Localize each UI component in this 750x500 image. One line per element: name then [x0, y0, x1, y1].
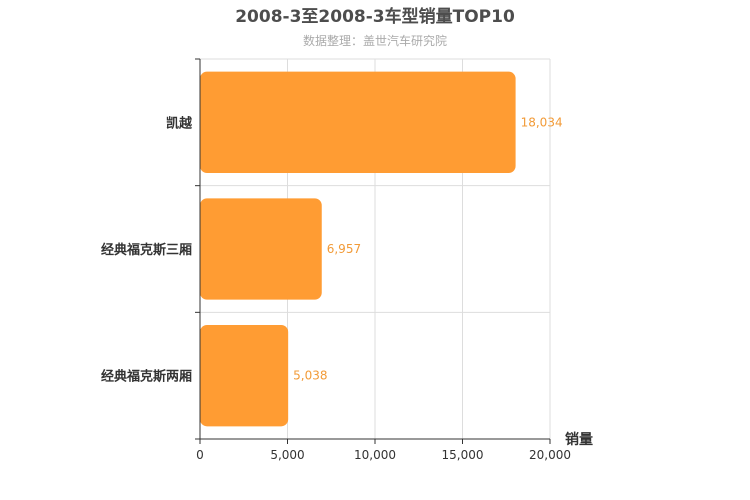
- x-axis-name: 销量: [565, 431, 593, 448]
- data-label: 18,034: [521, 115, 563, 129]
- data-label: 5,038: [293, 369, 327, 383]
- data-label: 6,957: [327, 242, 361, 256]
- category-label: 经典福克斯两厢: [101, 369, 192, 385]
- bar: [200, 325, 289, 427]
- x-tick-label: 5,000: [270, 448, 304, 462]
- axes: 0 5,000 10,000 15,000 20,000: [195, 58, 571, 462]
- bars: [200, 71, 516, 427]
- chart-title: 2008-3至2008-3车型销量TOP10: [235, 6, 515, 27]
- category-label: 经典福克斯三厢: [101, 242, 192, 258]
- x-tick-label: 15,000: [442, 448, 484, 462]
- x-tick-label: 20,000: [529, 448, 571, 462]
- bar: [200, 198, 322, 300]
- bar: [200, 71, 516, 173]
- x-tick-label: 0: [196, 448, 204, 462]
- x-tick-label: 10,000: [354, 448, 396, 462]
- category-label: 凯越: [166, 115, 193, 131]
- labels: 18,034 凯越 6,957 经典福克斯三厢 5,038 经典福克斯两厢: [101, 115, 563, 384]
- chart-subtitle: 数据整理：盖世汽车研究院: [303, 33, 447, 48]
